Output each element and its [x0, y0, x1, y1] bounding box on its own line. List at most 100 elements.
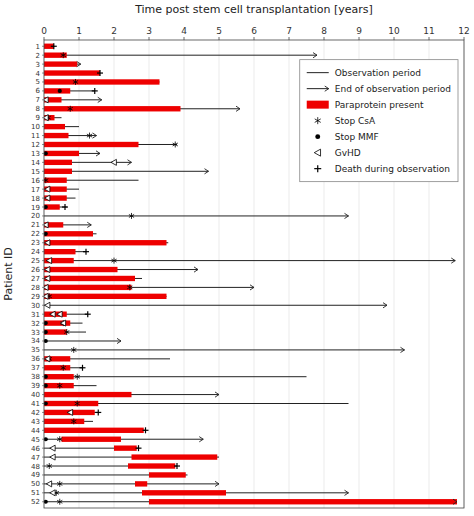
- plus-marker: [62, 204, 68, 210]
- plus-marker: [314, 165, 321, 172]
- legend-label: GvHD: [335, 148, 361, 158]
- star-marker: [44, 177, 48, 183]
- y-tick-label: 8: [36, 105, 40, 113]
- triangle-marker: [45, 186, 50, 192]
- arrow-head: [96, 151, 100, 156]
- legend-label: Observation period: [335, 68, 421, 78]
- x-tick-label: 5: [216, 26, 222, 36]
- star-arm: [71, 420, 76, 423]
- star-arm: [57, 500, 62, 503]
- paraprotein-bar: [44, 365, 70, 370]
- plot-area: [44, 43, 457, 504]
- star-marker: [64, 329, 69, 335]
- paraprotein-bar: [44, 240, 167, 245]
- legend-label: Stop CsA: [335, 116, 376, 126]
- grid-line: [289, 40, 290, 508]
- observation-line: [44, 349, 405, 350]
- triangle-marker: [46, 258, 51, 264]
- title: Time post stem cell transplantation [yea…: [134, 3, 373, 16]
- plus-marker: [51, 43, 57, 49]
- star-arm: [129, 214, 134, 217]
- y-tick-label: 24: [31, 248, 40, 256]
- paraprotein-bar: [44, 106, 181, 111]
- paraprotein-bar: [44, 320, 70, 325]
- star-arm: [57, 438, 62, 441]
- plus-v: [85, 249, 86, 255]
- plus-marker: [174, 463, 180, 469]
- x-tick: [254, 37, 255, 40]
- star-arm: [64, 331, 69, 334]
- star-arm: [73, 80, 78, 83]
- arrow-head: [453, 499, 457, 504]
- star-marker: [57, 383, 62, 389]
- y-tick-label: 35: [31, 346, 40, 354]
- plus-marker: [136, 445, 142, 451]
- star-arm: [75, 375, 80, 378]
- circle-marker: [58, 89, 62, 93]
- star-arm: [75, 402, 80, 405]
- star-arm: [129, 214, 134, 217]
- paraprotein-bar: [44, 276, 135, 281]
- x-tick: [464, 37, 465, 40]
- star-arm: [75, 375, 80, 378]
- star-arm: [57, 384, 62, 387]
- paraprotein-bar: [44, 285, 132, 290]
- paraprotein-bar: [44, 195, 67, 200]
- plus-v: [98, 409, 99, 415]
- star-arm: [61, 54, 66, 57]
- triangle-marker: [45, 275, 50, 281]
- plus-marker: [143, 427, 149, 433]
- x-tick: [359, 37, 360, 40]
- arrow-head: [345, 490, 349, 495]
- plus-v: [53, 43, 54, 49]
- triangle-marker: [67, 409, 72, 415]
- paraprotein-bar: [132, 454, 218, 459]
- x-tick: [289, 37, 290, 40]
- arrow-head: [93, 133, 97, 138]
- grid-line: [219, 40, 220, 508]
- y-tick-label: 46: [31, 445, 40, 453]
- paraprotein-bar: [44, 70, 100, 75]
- paraprotein-bar: [142, 490, 226, 495]
- circle-marker: [44, 401, 48, 405]
- paraprotein-bar: [44, 329, 67, 334]
- circle-marker: [44, 339, 48, 343]
- triangle-marker: [314, 149, 320, 156]
- y-tick-label: 6: [36, 87, 41, 95]
- arrow-head: [215, 392, 219, 397]
- y-tick-label: 31: [31, 311, 40, 319]
- y-tick-label: 40: [31, 391, 40, 399]
- observation-line: [44, 305, 387, 306]
- circle-marker: [44, 232, 48, 236]
- grid: [44, 40, 464, 508]
- paraprotein-bar: [44, 410, 95, 415]
- star-arm: [44, 179, 48, 182]
- paraprotein-bar: [44, 392, 132, 397]
- y-tick-label: 19: [31, 204, 40, 212]
- plot-frame: [44, 40, 464, 508]
- y-tick-label: 7: [36, 96, 40, 104]
- star-marker: [127, 284, 132, 290]
- plus-v: [176, 463, 177, 469]
- x-tick: [79, 37, 80, 40]
- paraprotein-bar: [44, 267, 118, 272]
- observation-line: [44, 55, 317, 56]
- star-marker: [71, 347, 76, 353]
- y-tick-label: 34: [31, 337, 40, 345]
- x-tick-label: 12: [458, 26, 469, 36]
- x-tick: [44, 37, 45, 40]
- triangle-marker: [44, 293, 48, 299]
- triangle-marker: [45, 240, 50, 246]
- star-arm: [57, 500, 62, 503]
- star-arm: [64, 331, 69, 334]
- x-tick-label: 3: [146, 26, 152, 36]
- star-arm: [61, 366, 66, 369]
- paraprotein-bar: [44, 186, 67, 191]
- star-marker: [173, 141, 178, 147]
- y-tick-label: 16: [31, 177, 40, 185]
- star-marker: [111, 258, 116, 264]
- y-tick-label: 25: [31, 257, 40, 265]
- y-tick-label: 48: [31, 463, 40, 471]
- x-tick-label: 2: [111, 26, 117, 36]
- x-tick: [184, 37, 185, 40]
